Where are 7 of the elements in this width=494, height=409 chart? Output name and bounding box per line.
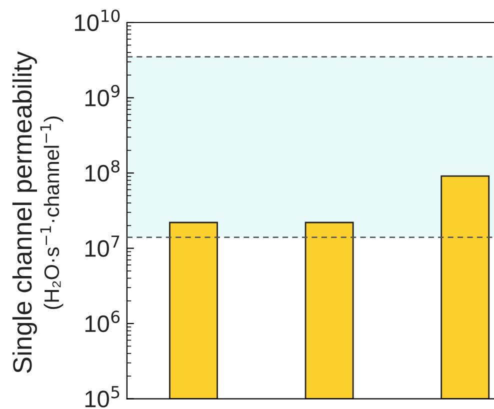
y-tick-label: 10$^{9}$: [85, 84, 120, 106]
y-tick-label: 10$^{10}$: [75, 10, 120, 32]
y-tick-label: 10$^{7}$: [85, 236, 120, 257]
y-tick-label: 10$^{8}$: [85, 160, 120, 182]
y-tick-label: 10$^{5}$: [85, 386, 120, 408]
y-axis-title: Single channel permeability (H₂O·s$^{−1}$·channel$^{−1}$): [12, 51, 64, 373]
y-tick-label: 10$^{6}$: [85, 310, 120, 332]
